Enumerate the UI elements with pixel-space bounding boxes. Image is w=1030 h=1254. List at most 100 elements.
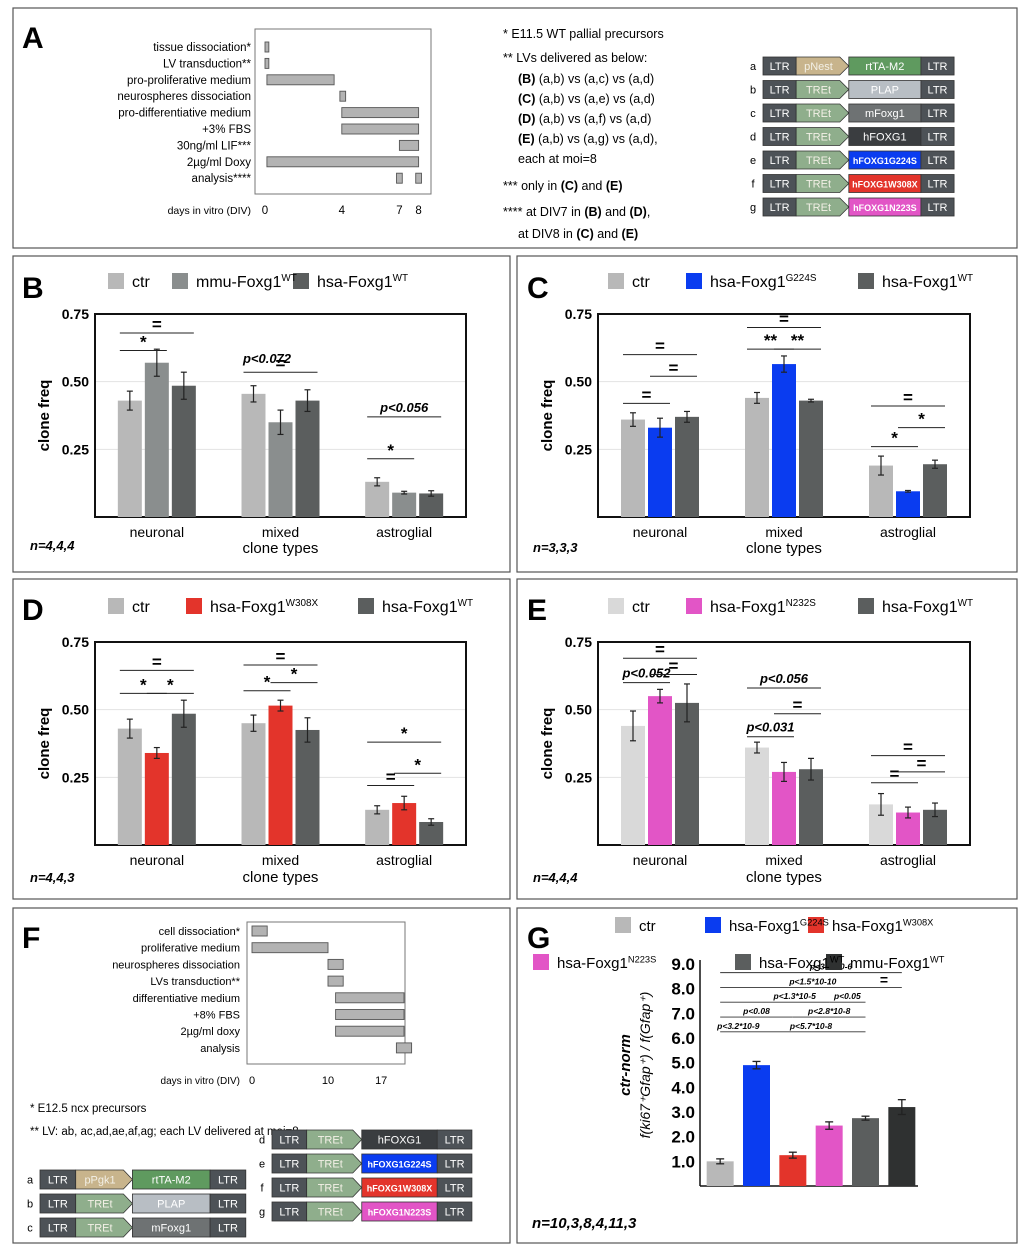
chart-C-sig-label: = [655,337,665,356]
panelA-note-a5: (D) (a,b) vs (a,f) vs (a,d) [518,112,651,126]
chart-E-bar [799,769,823,845]
panel-label-D: D [22,594,44,627]
panelF-row-label: LVs transduction** [150,976,240,988]
panelA-tick-7: 7 [396,205,402,217]
chart-D-xlabel: clone types [243,869,319,886]
chart-D-bar [419,821,444,845]
panelA-note-a4: (C) (a,b) vs (a,e) vs (a,d) [518,92,655,106]
chart-B-bar [365,481,390,517]
chart-G-ytick: 8.0 [671,980,695,999]
panelA-segment-label: LTR [770,179,790,191]
panelA-segment-label: LTR [770,61,790,73]
panelA-note-a10: at DIV8 in (C) and (E) [518,227,638,241]
chart-C-sig-label: = [642,385,652,404]
chart-D-category: astroglial [376,852,432,868]
panelA-row-bar [341,107,420,119]
panelA-segment-label: hFOXG1W308X [852,180,918,190]
panelA-promoter-arrow [795,80,850,99]
chart-E-legend-swatch [608,598,624,614]
chart-D-bar [144,752,169,845]
panelA-segment-label: LTR [928,202,948,214]
chart-E-n-label: n=4,4,4 [533,870,578,885]
panelA-tick-4: 4 [339,205,346,217]
chart-G-bar [852,1118,879,1186]
chart-G-legend-swatch [615,917,631,933]
chart-C-sig-label: * [918,410,925,429]
panelF-segment-label: LTR [445,1159,465,1171]
chart-G-ytick: 2.0 [671,1128,695,1147]
panelF-segment-label: TREt [88,1199,113,1211]
panelA-construct-segment [920,150,955,170]
panelF-promoter-arrow [306,1177,363,1198]
chart-G-ytick: 4.0 [671,1078,695,1097]
panelF-row-label: neurospheres dissociation [112,959,240,971]
chart-G-bar [743,1065,770,1186]
panelF-construct-letter: e [259,1159,265,1171]
panelA-row-label: 2µg/ml Doxy [187,157,251,169]
chart-C-bar [896,491,920,517]
panel-A-frame [12,7,1018,249]
chart-B-sig-label: * [387,441,394,460]
chart-E-bar [648,696,672,845]
panel-label-F: F [22,922,40,955]
chart-E-ytick: 0.50 [565,702,592,718]
panelA-segment-label: LTR [928,132,948,144]
panelF-row-label: proliferative medium [141,943,240,955]
panel-label-C: C [527,272,549,305]
chart-E-sig-label: = [793,696,803,715]
chart-D-bar [268,705,293,845]
chart-G-ytick: 5.0 [671,1054,695,1073]
chart-C-bar [772,364,796,517]
panelA-construct-segment [920,80,955,99]
panelF-segment-label: LTR [445,1207,465,1219]
chart-D-legend-label: hsa-Foxg1W308X [210,598,318,616]
chart-G-bar [779,1155,807,1186]
chart-E-sig-label: = [903,738,913,757]
chart-E-sig-label: p<0.031 [745,720,794,735]
chart-C-legend-label: hsa-Foxg1WT [882,273,973,291]
chart-C-legend-swatch [858,273,874,289]
panel-label-G: G [527,922,550,955]
panelF-construct-segment [209,1169,247,1190]
panelF-segment-label: LTR [279,1207,299,1219]
panelF-construct-letter: g [259,1207,265,1219]
chart-C-ytick: 0.25 [565,441,592,457]
chart-G-legend-swatch [705,917,721,933]
panel-label-E: E [527,594,547,627]
panelA-note-a9: **** at DIV7 in (B) and (D), [503,205,650,219]
chart-E-sig-label: = [669,656,679,675]
panelF-construct-segment [436,1177,473,1198]
panelF-segment-label: LTR [218,1175,238,1187]
panelA-segment-label: LTR [770,108,790,120]
chart-D-sig-label: = [276,647,286,666]
chart-G-ylabel-sub: f(ki67⁺Gfap⁺) / f(Gfap⁺) [637,992,653,1139]
chart-C-ytick: 0.50 [565,374,592,390]
chart-E-sig-label: = [890,765,900,784]
panelF-segment-label: hFOXG1G224S [367,1160,431,1170]
chart-D-sig-label: * [264,673,271,692]
panelA-construct-letter: a [750,61,757,73]
chart-G-ytick: 6.0 [671,1029,695,1048]
chart-G-bar [706,1161,734,1186]
panelA-tick-0: 0 [262,205,268,217]
panel-F-frame [12,907,511,1244]
panelF-tick-10: 10 [322,1075,334,1087]
chart-B-n-label: n=4,4,4 [30,538,75,553]
chart-C-bar [923,464,947,517]
panelF-segment-label: LTR [279,1135,299,1147]
chart-D-n-label: n=4,4,3 [30,870,75,885]
chart-C-bar [675,416,699,517]
chart-E-ytick: 0.75 [565,634,592,650]
chart-B-ytick: 0.25 [62,441,89,457]
panelA-construct-letter: b [750,85,756,97]
panelA-note-a6: (E) (a,b) vs (a,g) vs (a,d), [518,132,658,146]
panelA-tick-8: 8 [415,205,421,217]
panelF-segment-label: pPgk1 [84,1175,115,1187]
panelA-note-a7: each at moi=8 [518,152,597,166]
chart-B-category: neuronal [130,524,185,540]
chart-C-legend-swatch [608,273,624,289]
panelF-segment-label: TREt [318,1207,343,1219]
chart-E-legend-swatch [858,598,874,614]
chart-C-sig-label: * [891,429,898,448]
panelA-promoter-arrow [795,103,850,123]
